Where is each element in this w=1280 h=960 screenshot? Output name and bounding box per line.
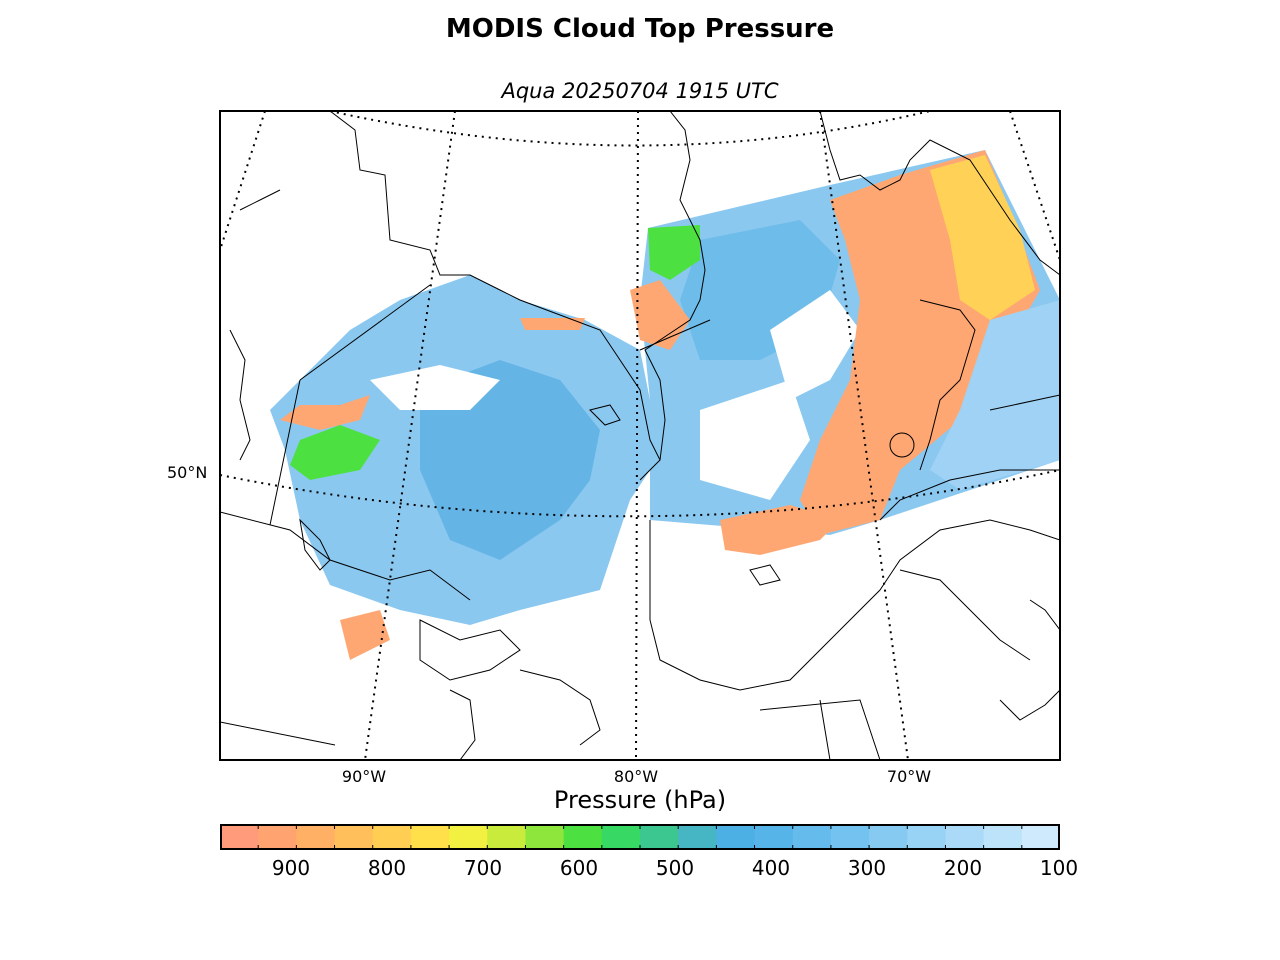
colorbar-segment [678, 824, 717, 850]
sub-title: Aqua 20250704 1915 UTC [501, 79, 779, 103]
colorbar-segment [640, 824, 679, 850]
west-coast-islands [229, 329, 251, 461]
colorbar-segment [334, 824, 374, 850]
colorbar-segment [258, 824, 297, 850]
clear-area-1 [370, 365, 500, 410]
low-cloud-patch-3 [720, 505, 840, 555]
main-title: MODIS Cloud Top Pressure [445, 14, 835, 44]
colorbar-tick-100: 100 [1039, 856, 1079, 880]
low-cloud-patch-5 [340, 610, 390, 660]
green-cloud-patch [648, 225, 700, 280]
clear-area-3 [770, 290, 860, 400]
map-frame [219, 110, 1061, 761]
colorbar-frame [220, 824, 1060, 850]
graticule [220, 111, 1060, 760]
mid-cloud-east [930, 155, 1035, 320]
colorbar [220, 824, 1060, 850]
colorbar-segment [525, 824, 565, 850]
meridian-100w [220, 111, 266, 251]
border-us-states [220, 721, 336, 746]
great-lakes-huron [519, 669, 601, 746]
colorbar-segment [563, 824, 603, 850]
colorbar-tick-200: 200 [943, 856, 983, 880]
ungava-coast [819, 111, 1060, 276]
lon-label-90w: 90°W [341, 767, 387, 786]
colorbar-tick-900: 900 [271, 856, 311, 880]
border-manitoba-ontario [269, 379, 301, 526]
james-bay-coast [589, 404, 621, 426]
colorbar-segment [601, 824, 641, 850]
colorbar-segment [754, 824, 794, 850]
low-cloud-patch-6 [520, 318, 585, 330]
colorbar-tick-600: 600 [559, 856, 599, 880]
colorbar-segment [410, 824, 450, 850]
colorbar-tick-800: 800 [367, 856, 407, 880]
meridian-90w [364, 111, 456, 760]
parallel-60n [329, 111, 931, 147]
colorbar-tick-500: 500 [655, 856, 695, 880]
colorbar-segment [220, 824, 259, 850]
hudson-bay-east-coast [644, 111, 706, 461]
colorbar-segment [945, 824, 985, 850]
newfoundland-coast [1029, 599, 1060, 631]
clear-area-2 [700, 380, 810, 500]
border-ontario-quebec [639, 319, 711, 351]
colorbar-segment [716, 824, 756, 850]
cloud-swath [270, 150, 1060, 660]
colorbar-segment [792, 824, 832, 850]
lon-label-80w: 80°W [613, 767, 659, 786]
labrador-coast [919, 299, 976, 471]
great-lakes-superior [419, 619, 521, 681]
border-us-east [759, 699, 881, 760]
st-lawrence-south [649, 519, 1060, 691]
parallel-50n [220, 469, 1060, 518]
colorbar-segment [372, 824, 412, 850]
colorbar-segment [907, 824, 947, 850]
border-quebec-labrador [989, 394, 1060, 411]
colorbar-tick-700: 700 [463, 856, 503, 880]
colorbar-tick-400: 400 [751, 856, 791, 880]
colorbar-segment [296, 824, 336, 850]
hudson-bay-west-coast [329, 111, 661, 481]
border-us-canada [220, 511, 471, 601]
meridian-60w [1009, 111, 1060, 261]
high-cloud-east [930, 300, 1060, 490]
northwest-islands [239, 189, 281, 211]
low-cloud-patch-1 [280, 395, 370, 430]
border-mb-on-north [299, 284, 431, 381]
gaspe-coast [899, 569, 1031, 661]
colorbar-segment [983, 824, 1023, 850]
nova-scotia-coast [999, 689, 1060, 721]
meridian-80w [635, 111, 639, 760]
colorbar-title: Pressure (hPa) [553, 786, 727, 814]
low-cloud-patch-2 [290, 425, 380, 480]
colorbar-tick-300: 300 [847, 856, 887, 880]
great-lakes-michigan [449, 689, 476, 760]
political-borders [220, 284, 1060, 760]
colorbar-segment [830, 824, 870, 850]
low-cloud-patch-4 [630, 280, 690, 350]
border-quebec-nb [819, 699, 831, 760]
lat-label-50n: 50°N [167, 463, 208, 482]
lake-manicouagan [889, 432, 915, 458]
lake-st-john [749, 564, 781, 586]
lake-winnipeg [299, 518, 331, 571]
colorbar-segment [1021, 824, 1060, 850]
coastlines [229, 111, 1060, 760]
colorbar-segment [487, 824, 527, 850]
lon-label-70w: 70°W [886, 767, 932, 786]
st-lawrence-north [879, 469, 1060, 521]
colorbar-segment [449, 824, 488, 850]
colorbar-segment [869, 824, 908, 850]
